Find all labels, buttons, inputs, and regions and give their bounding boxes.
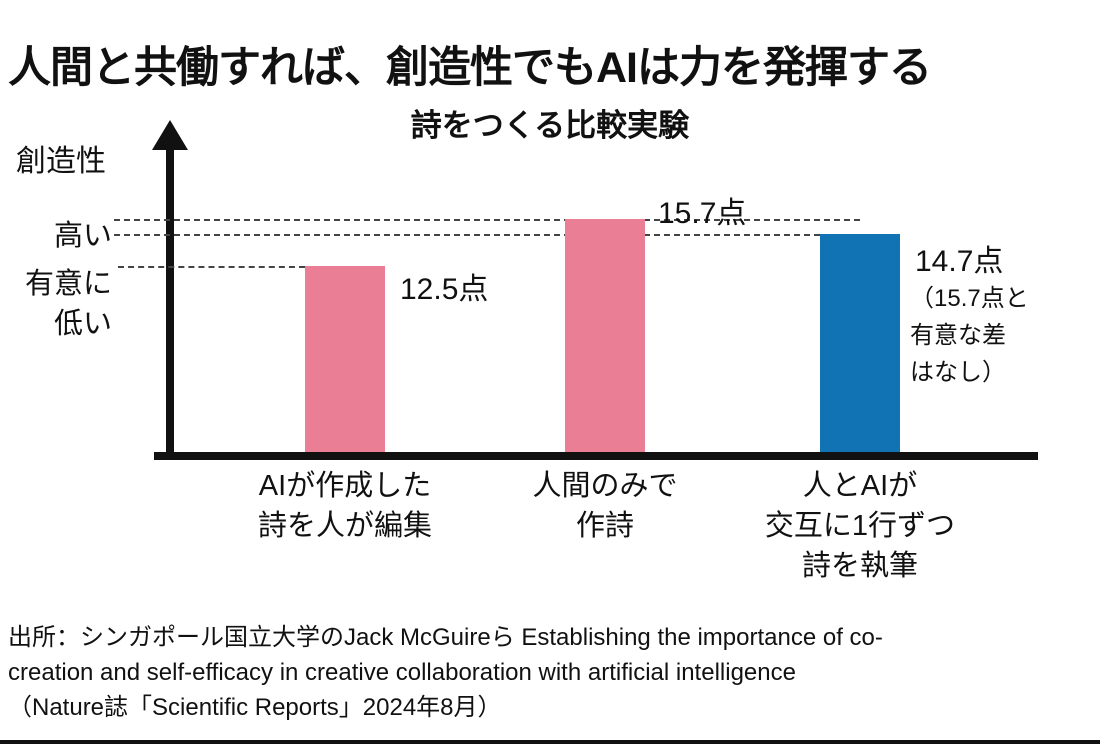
bar-1-value: 12.5点: [400, 273, 489, 306]
ref-line-2: [114, 234, 820, 236]
y-tick-high: 高い: [53, 220, 112, 252]
bar-2-category-line1: 人間のみで: [532, 470, 678, 502]
bar-3-category-line1: 人とAIが: [802, 470, 918, 502]
ref-line-3: [118, 266, 305, 268]
bar-3-category-label: 人とAIが 交互に1行ずつ 詩を執筆: [700, 466, 1020, 586]
bar-1: [305, 266, 385, 452]
bar-1-category-label: AIが作成した 詩を人が編集: [185, 466, 505, 546]
source-note: 出所：シンガポール国立大学のJack McGuireら Establishing…: [8, 620, 1094, 725]
bar-2-value: 15.7点: [658, 197, 747, 230]
source-line2: creation and self-efficacy in creative c…: [8, 659, 796, 686]
ref-line-1: [114, 219, 860, 221]
page-title: 人間と共働すれば、創造性でもAIは力を発揮する: [8, 43, 932, 92]
bar-3-category-line2: 交互に1行ずつ: [764, 510, 956, 542]
bar-3-annotation-line1: （15.7点と: [910, 285, 1029, 312]
bar-3-annotation-line2: 有意な差: [910, 322, 1006, 349]
bar-2-category-label: 人間のみで 作詩: [445, 466, 765, 546]
chart-title: 詩をつくる比較実験: [410, 107, 690, 143]
bar-2-category-line2: 作詩: [575, 510, 634, 542]
x-axis-line: [154, 452, 1038, 460]
bar-1-category-line1: AIが作成した: [258, 470, 432, 502]
bar-3-category-line3: 詩を執筆: [801, 550, 918, 582]
bar-3: [820, 234, 900, 452]
source-line3: （Nature誌「Scientific Reports」2024年8月）: [8, 694, 502, 721]
y-tick-low-line2: 低い: [53, 308, 112, 340]
bar-3-value: 14.7点: [915, 245, 1004, 278]
source-line1: 出所：シンガポール国立大学のJack McGuireら Establishing…: [8, 624, 883, 651]
y-tick-low-line1: 有意に: [24, 268, 112, 300]
bottom-divider: [0, 740, 1100, 744]
bar-3-annotation: （15.7点と 有意な差 はなし）: [910, 280, 1029, 391]
y-axis-line: [166, 146, 174, 452]
bar-1-category-line2: 詩を人が編集: [257, 510, 432, 542]
y-axis-label: 創造性: [16, 145, 106, 178]
y-axis-arrow-icon: [152, 120, 188, 150]
bar-3-annotation-line3: はなし）: [910, 359, 1006, 386]
bar-2: [565, 219, 645, 452]
